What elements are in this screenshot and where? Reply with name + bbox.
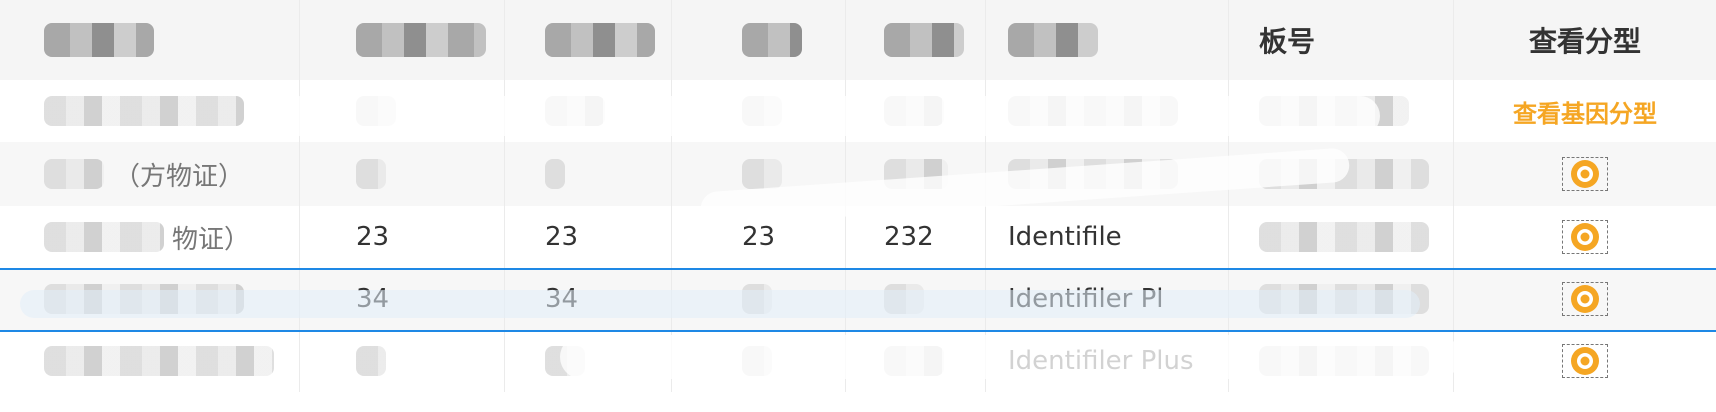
redacted-text <box>884 284 924 314</box>
redacted-text <box>44 346 274 376</box>
redacted-text <box>884 159 948 189</box>
table-cell <box>300 142 505 206</box>
redacted-text <box>1008 23 1098 57</box>
header-cell <box>300 0 505 80</box>
redacted-text <box>545 346 585 376</box>
view-genotype-button[interactable] <box>1562 157 1608 191</box>
genotype-table: 板号 查看分型 查看基因分型 （方物证） 物证） 23 23 2 <box>0 0 1716 392</box>
redacted-text <box>1259 96 1409 126</box>
table-cell <box>0 268 300 330</box>
redacted-text <box>356 159 386 189</box>
redacted-text <box>1259 222 1429 252</box>
table-cell <box>846 330 986 392</box>
redacted-text <box>44 23 154 57</box>
table-cell <box>505 330 672 392</box>
table-cell <box>1229 268 1454 330</box>
table-cell: 23 <box>505 206 672 268</box>
view-genotype-link[interactable]: 查看基因分型 <box>1513 99 1657 128</box>
view-genotype-cell <box>1454 206 1716 268</box>
table-cell: 232 <box>846 206 986 268</box>
table-cell: 物证） <box>0 206 300 268</box>
redacted-text <box>742 346 772 376</box>
redacted-text <box>545 23 655 57</box>
view-genotype-button[interactable] <box>1562 344 1608 378</box>
redacted-text <box>545 96 605 126</box>
redacted-text <box>356 96 396 126</box>
view-genotype-cell <box>1454 142 1716 206</box>
view-genotype-button[interactable] <box>1562 220 1608 254</box>
redacted-text <box>1259 284 1429 314</box>
redacted-text <box>44 159 104 189</box>
header-cell <box>0 0 300 80</box>
header-cell <box>846 0 986 80</box>
redacted-text <box>884 96 944 126</box>
redacted-text <box>884 23 964 57</box>
table-cell: （方物证） <box>0 142 300 206</box>
header-plate: 板号 <box>1229 0 1454 80</box>
table-cell <box>300 80 505 142</box>
view-genotype-cell <box>1454 268 1716 330</box>
table-cell <box>1229 330 1454 392</box>
table-cell <box>846 268 986 330</box>
header-cell <box>986 0 1229 80</box>
view-genotype-cell <box>1454 330 1716 392</box>
redacted-text <box>1008 96 1178 126</box>
table-cell <box>672 330 846 392</box>
header-cell <box>672 0 846 80</box>
cell-text: （方物证） <box>114 161 245 192</box>
table-cell <box>0 330 300 392</box>
table-cell <box>846 80 986 142</box>
table-cell <box>1229 142 1454 206</box>
eye-icon <box>1571 223 1599 251</box>
eye-icon <box>1571 285 1599 313</box>
selection-border-top <box>0 268 1716 270</box>
table-cell <box>505 80 672 142</box>
header-genotype: 查看分型 <box>1454 0 1716 80</box>
table-cell: Identifiler Plus <box>986 330 1229 392</box>
table-cell <box>672 80 846 142</box>
header-cell <box>505 0 672 80</box>
cell-text: 物证） <box>172 224 251 255</box>
redacted-text <box>44 222 164 252</box>
view-genotype-button[interactable] <box>1562 282 1608 316</box>
redacted-text <box>1008 159 1178 189</box>
table-cell <box>0 80 300 142</box>
table-cell <box>986 142 1229 206</box>
table-cell: 23 <box>672 206 846 268</box>
selection-border-bottom <box>0 330 1716 332</box>
redacted-text <box>1259 346 1429 376</box>
redacted-text <box>742 284 772 314</box>
table-cell <box>1229 80 1454 142</box>
redacted-text <box>742 23 802 57</box>
table-cell <box>846 142 986 206</box>
table-cell <box>1229 206 1454 268</box>
table-cell: 34 <box>300 268 505 330</box>
table-cell <box>986 80 1229 142</box>
redacted-text <box>742 96 782 126</box>
redacted-text <box>44 284 244 314</box>
table-cell <box>672 268 846 330</box>
redacted-text <box>545 159 565 189</box>
view-genotype-cell: 查看基因分型 <box>1454 80 1716 142</box>
table-cell: 23 <box>300 206 505 268</box>
table-cell <box>505 142 672 206</box>
redacted-text <box>44 96 244 126</box>
redacted-text <box>742 159 782 189</box>
eye-icon <box>1571 160 1599 188</box>
redacted-text <box>1259 159 1429 189</box>
redacted-text <box>884 346 944 376</box>
table-cell: 34 <box>505 268 672 330</box>
redacted-text <box>356 346 386 376</box>
table-cell <box>672 142 846 206</box>
table-cell: Identifiler Pl <box>986 268 1229 330</box>
table-cell <box>300 330 505 392</box>
eye-icon <box>1571 347 1599 375</box>
redacted-text <box>356 23 486 57</box>
table-cell: Identifile <box>986 206 1229 268</box>
